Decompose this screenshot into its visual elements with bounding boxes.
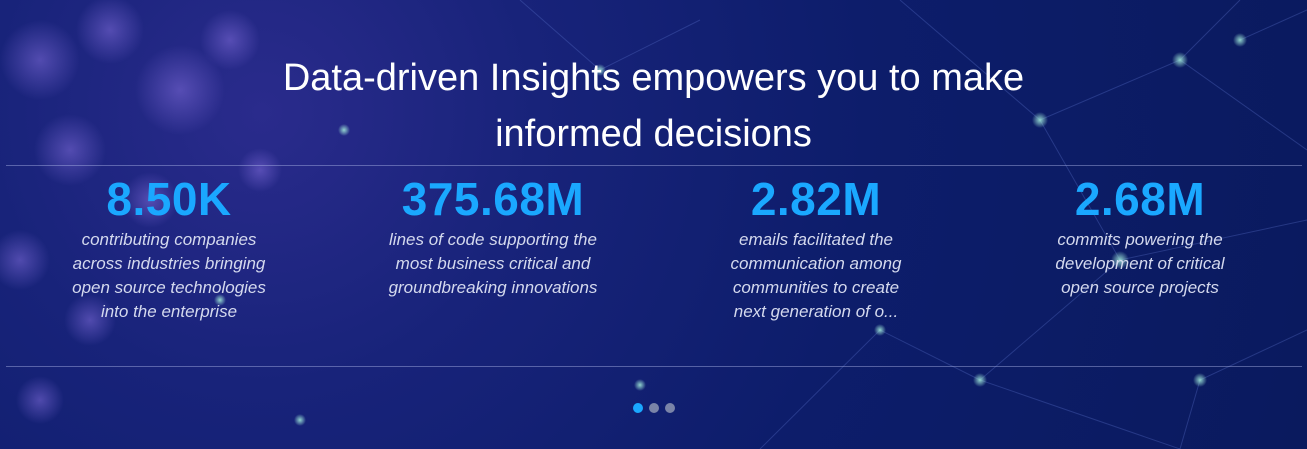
stat-description: lines of code supporting the most busine… [388,230,598,297]
stat-item-companies: 8.50K contributing companies across indu… [49,170,289,324]
hero-headline-line-1: Data-driven Insights empowers you to mak… [282,57,1025,99]
stat-item-lines-of-code: 375.68M lines of code supporting the mos… [373,170,613,300]
stats-row: 8.50K contributing companies across indu… [0,170,1307,360]
carousel-dot-2[interactable] [649,403,659,413]
stat-description: commits powering the development of crit… [1055,230,1225,297]
stat-item-commits: 2.68M commits powering the development o… [1020,170,1260,300]
stat-description: emails facilitated the communication amo… [730,230,902,321]
carousel-dot-3[interactable] [665,403,675,413]
top-divider [6,165,1302,166]
stat-item-emails: 2.82M emails facilitated the communicati… [696,170,936,324]
stat-value: 2.82M [750,173,882,225]
hero-headline: Data-driven Insights empowers you to mak… [0,50,1307,162]
stat-description: contributing companies across industries… [72,230,266,321]
stat-value: 8.50K [106,173,232,225]
carousel-pagination [633,403,675,413]
carousel-dot-1[interactable] [633,403,643,413]
stat-value: 2.68M [1074,173,1206,225]
stat-value: 375.68M [401,173,585,225]
hero-headline-line-2: informed decisions [495,113,812,155]
bottom-divider [6,366,1302,367]
